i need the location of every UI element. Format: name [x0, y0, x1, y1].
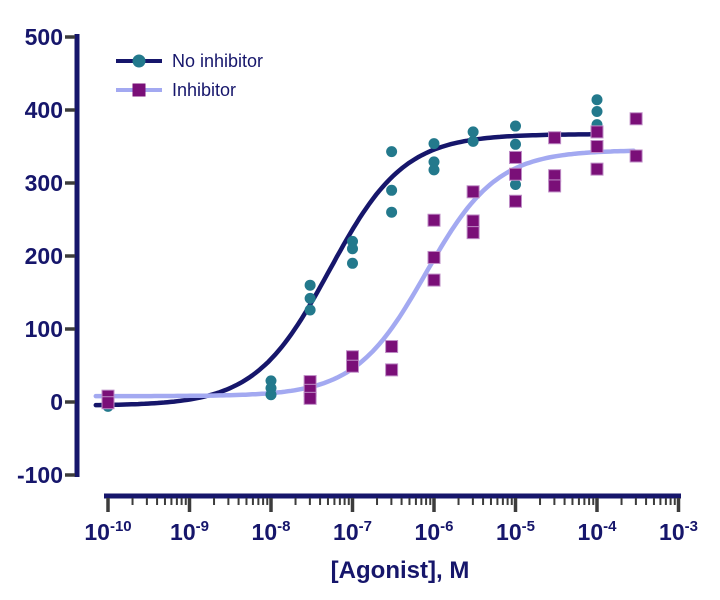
x-axis-title: [Agonist], M: [331, 557, 470, 584]
data-point-no-inhibitor: [347, 243, 358, 255]
fit-curve-inhibitor: [93, 148, 636, 399]
data-point-inhibitor: [590, 125, 604, 139]
data-point-no-inhibitor: [304, 279, 316, 291]
data-point-inhibitor: [548, 131, 562, 145]
y-tick-label: 300: [25, 170, 63, 196]
data-point-no-inhibitor: [591, 94, 603, 106]
y-tick-label: 200: [25, 243, 63, 269]
x-tick-label: 10-8: [252, 518, 291, 545]
data-point-no-inhibitor: [510, 178, 521, 190]
data-point-no-inhibitor: [347, 257, 358, 269]
data-point-inhibitor: [590, 162, 604, 176]
data-point-inhibitor: [101, 396, 115, 410]
data-point-no-inhibitor: [386, 206, 398, 218]
y-tick-label: -100: [17, 462, 63, 488]
data-point-inhibitor: [385, 363, 399, 377]
y-tick-label: 0: [50, 389, 63, 415]
y-tick-label: 100: [25, 316, 63, 342]
data-point-inhibitor: [629, 112, 643, 126]
data-point-no-inhibitor: [510, 138, 521, 150]
x-tick-label: 10-3: [659, 518, 698, 545]
data-point-no-inhibitor: [467, 135, 479, 147]
y-tick-label: 400: [25, 97, 63, 123]
legend-marker-square-icon: [132, 83, 146, 97]
data-point-no-inhibitor: [428, 156, 440, 168]
x-tick-label: 10-7: [333, 518, 372, 545]
fit-curves-layer: [93, 132, 636, 408]
data-point-inhibitor: [303, 391, 317, 405]
data-point-inhibitor: [548, 179, 562, 193]
data-point-no-inhibitor: [428, 164, 440, 176]
x-tick-label: 10-9: [170, 518, 209, 545]
data-point-inhibitor: [427, 250, 441, 264]
data-point-no-inhibitor: [591, 105, 603, 117]
data-points-layer: [101, 94, 643, 412]
x-tick-label: 10-4: [578, 518, 618, 545]
data-point-no-inhibitor: [304, 292, 316, 304]
data-point-no-inhibitor: [467, 126, 479, 138]
x-tick-label: 10-6: [415, 518, 454, 545]
legend-label-no-inhibitor: No inhibitor: [172, 51, 263, 71]
data-point-no-inhibitor: [386, 146, 398, 158]
data-point-inhibitor: [509, 167, 522, 181]
data-point-no-inhibitor: [428, 138, 440, 150]
data-point-inhibitor: [509, 150, 522, 164]
data-point-inhibitor: [346, 359, 359, 373]
data-point-inhibitor: [466, 185, 480, 199]
data-point-no-inhibitor: [386, 184, 398, 196]
x-tick-label: 10-10: [84, 518, 131, 545]
data-point-inhibitor: [629, 149, 643, 163]
legend: No inhibitor Inhibitor: [116, 51, 263, 100]
data-point-inhibitor: [590, 140, 604, 153]
data-point-inhibitor: [466, 214, 480, 228]
data-point-inhibitor: [427, 213, 441, 227]
data-point-no-inhibitor: [304, 304, 316, 316]
legend-label-inhibitor: Inhibitor: [172, 80, 236, 100]
data-point-no-inhibitor: [510, 120, 521, 132]
data-point-no-inhibitor: [265, 389, 277, 401]
y-tick-label: 500: [25, 24, 63, 50]
fit-curve-no-inhibitor: [93, 132, 597, 408]
data-point-inhibitor: [466, 226, 480, 240]
x-tick-label: 10-5: [496, 518, 535, 545]
legend-marker-circle-icon: [132, 54, 146, 68]
data-point-inhibitor: [509, 194, 522, 208]
data-point-inhibitor: [385, 340, 399, 354]
axes-layer: 500 400 300 200 100 0 -100 10-10 10-9 10-8 10-7 10-…: [17, 24, 698, 545]
data-point-inhibitor: [427, 273, 441, 287]
